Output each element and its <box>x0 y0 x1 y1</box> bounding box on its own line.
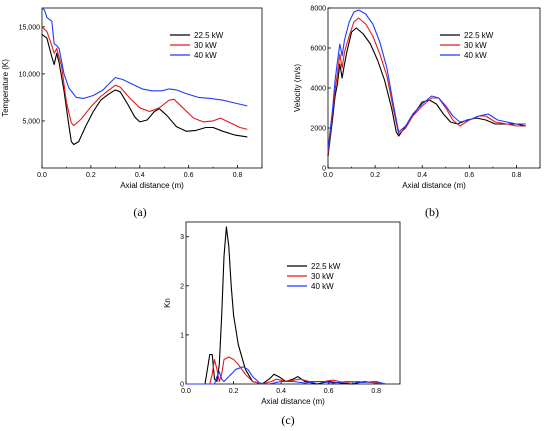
y-tick-label: 0 <box>180 382 184 389</box>
y-tick-label: 15,000 <box>19 24 41 31</box>
legend-entry: 40 kW <box>194 51 217 60</box>
series-line-1 <box>186 356 386 385</box>
chart-2: 0.0 0.2 0.4 0.6 0.8 0 1 2 3 Axial distance (m) Kn 2… <box>163 221 401 427</box>
x-tick-label: 0.4 <box>276 388 286 395</box>
y-axis-label: Temperature (K) <box>1 59 10 117</box>
series-line-1 <box>327 17 526 154</box>
series-line-2 <box>327 9 526 151</box>
y-tick-label: 4000 <box>310 86 326 93</box>
x-tick-label: 0.6 <box>184 172 194 179</box>
plot-frame <box>41 7 263 169</box>
series-line-2 <box>186 366 386 385</box>
panel-caption: (c) <box>281 413 294 427</box>
series-line-1 <box>41 26 248 130</box>
x-axis-label: Axial distance (m) <box>261 397 325 406</box>
y-tick-label: 6000 <box>310 46 326 53</box>
legend-entry: 30 kW <box>311 272 334 281</box>
chart-0: 0.0 0.2 0.4 0.6 0.8 5,000 10,000 15,000 Axial di… <box>1 7 263 219</box>
legend-entry: 40 kW <box>311 282 334 291</box>
chart-1: 0.0 0.2 0.4 0.6 0.8 0 2000 4000 6000 8000 Axial di… <box>293 6 541 219</box>
x-tick-label: 0.8 <box>371 388 381 395</box>
series-line-0 <box>327 27 527 157</box>
y-tick-label: 1 <box>180 332 184 339</box>
legend-entry: 30 kW <box>194 41 217 50</box>
x-axis-label: Axial distance (m) <box>402 181 466 190</box>
legend-entry: 22.5 kW <box>464 31 494 40</box>
x-tick-label: 0.2 <box>370 172 380 179</box>
panel-caption: (b) <box>425 205 439 219</box>
y-tick-label: 2 <box>180 283 184 290</box>
x-tick-label: 0.0 <box>37 172 47 179</box>
x-tick-label: 0.2 <box>229 388 239 395</box>
legend-entry: 30 kW <box>464 41 487 50</box>
y-tick-label: 8000 <box>310 6 326 13</box>
series-line-0 <box>41 33 248 146</box>
legend-entry: 22.5 kW <box>311 262 341 271</box>
x-axis-label: Axial distance (m) <box>120 181 184 190</box>
plot-frame <box>185 221 401 385</box>
y-axis-label: Velocity (m/s) <box>293 64 302 112</box>
panel-caption: (a) <box>133 205 146 219</box>
y-tick-label: 5,000 <box>22 118 40 125</box>
series-line-2 <box>41 7 248 107</box>
y-tick-label: 10,000 <box>19 71 41 78</box>
x-tick-label: 0.4 <box>135 172 145 179</box>
x-tick-label: 0.0 <box>181 388 191 395</box>
y-tick-label: 0 <box>322 166 326 173</box>
x-tick-label: 0.8 <box>233 172 243 179</box>
y-tick-label: 2000 <box>310 126 326 133</box>
x-tick-label: 0.2 <box>86 172 96 179</box>
x-tick-label: 0.6 <box>324 388 334 395</box>
y-tick-label: 3 <box>180 234 184 241</box>
x-tick-label: 0.6 <box>464 172 474 179</box>
plot-frame <box>327 7 541 169</box>
x-tick-label: 0.4 <box>417 172 427 179</box>
series-line-0 <box>186 226 386 385</box>
legend-entry: 22.5 kW <box>194 31 224 40</box>
y-axis-label: Kn <box>163 298 172 308</box>
legend-entry: 40 kW <box>464 51 487 60</box>
x-tick-label: 0.0 <box>323 172 333 179</box>
x-tick-label: 0.8 <box>512 172 522 179</box>
